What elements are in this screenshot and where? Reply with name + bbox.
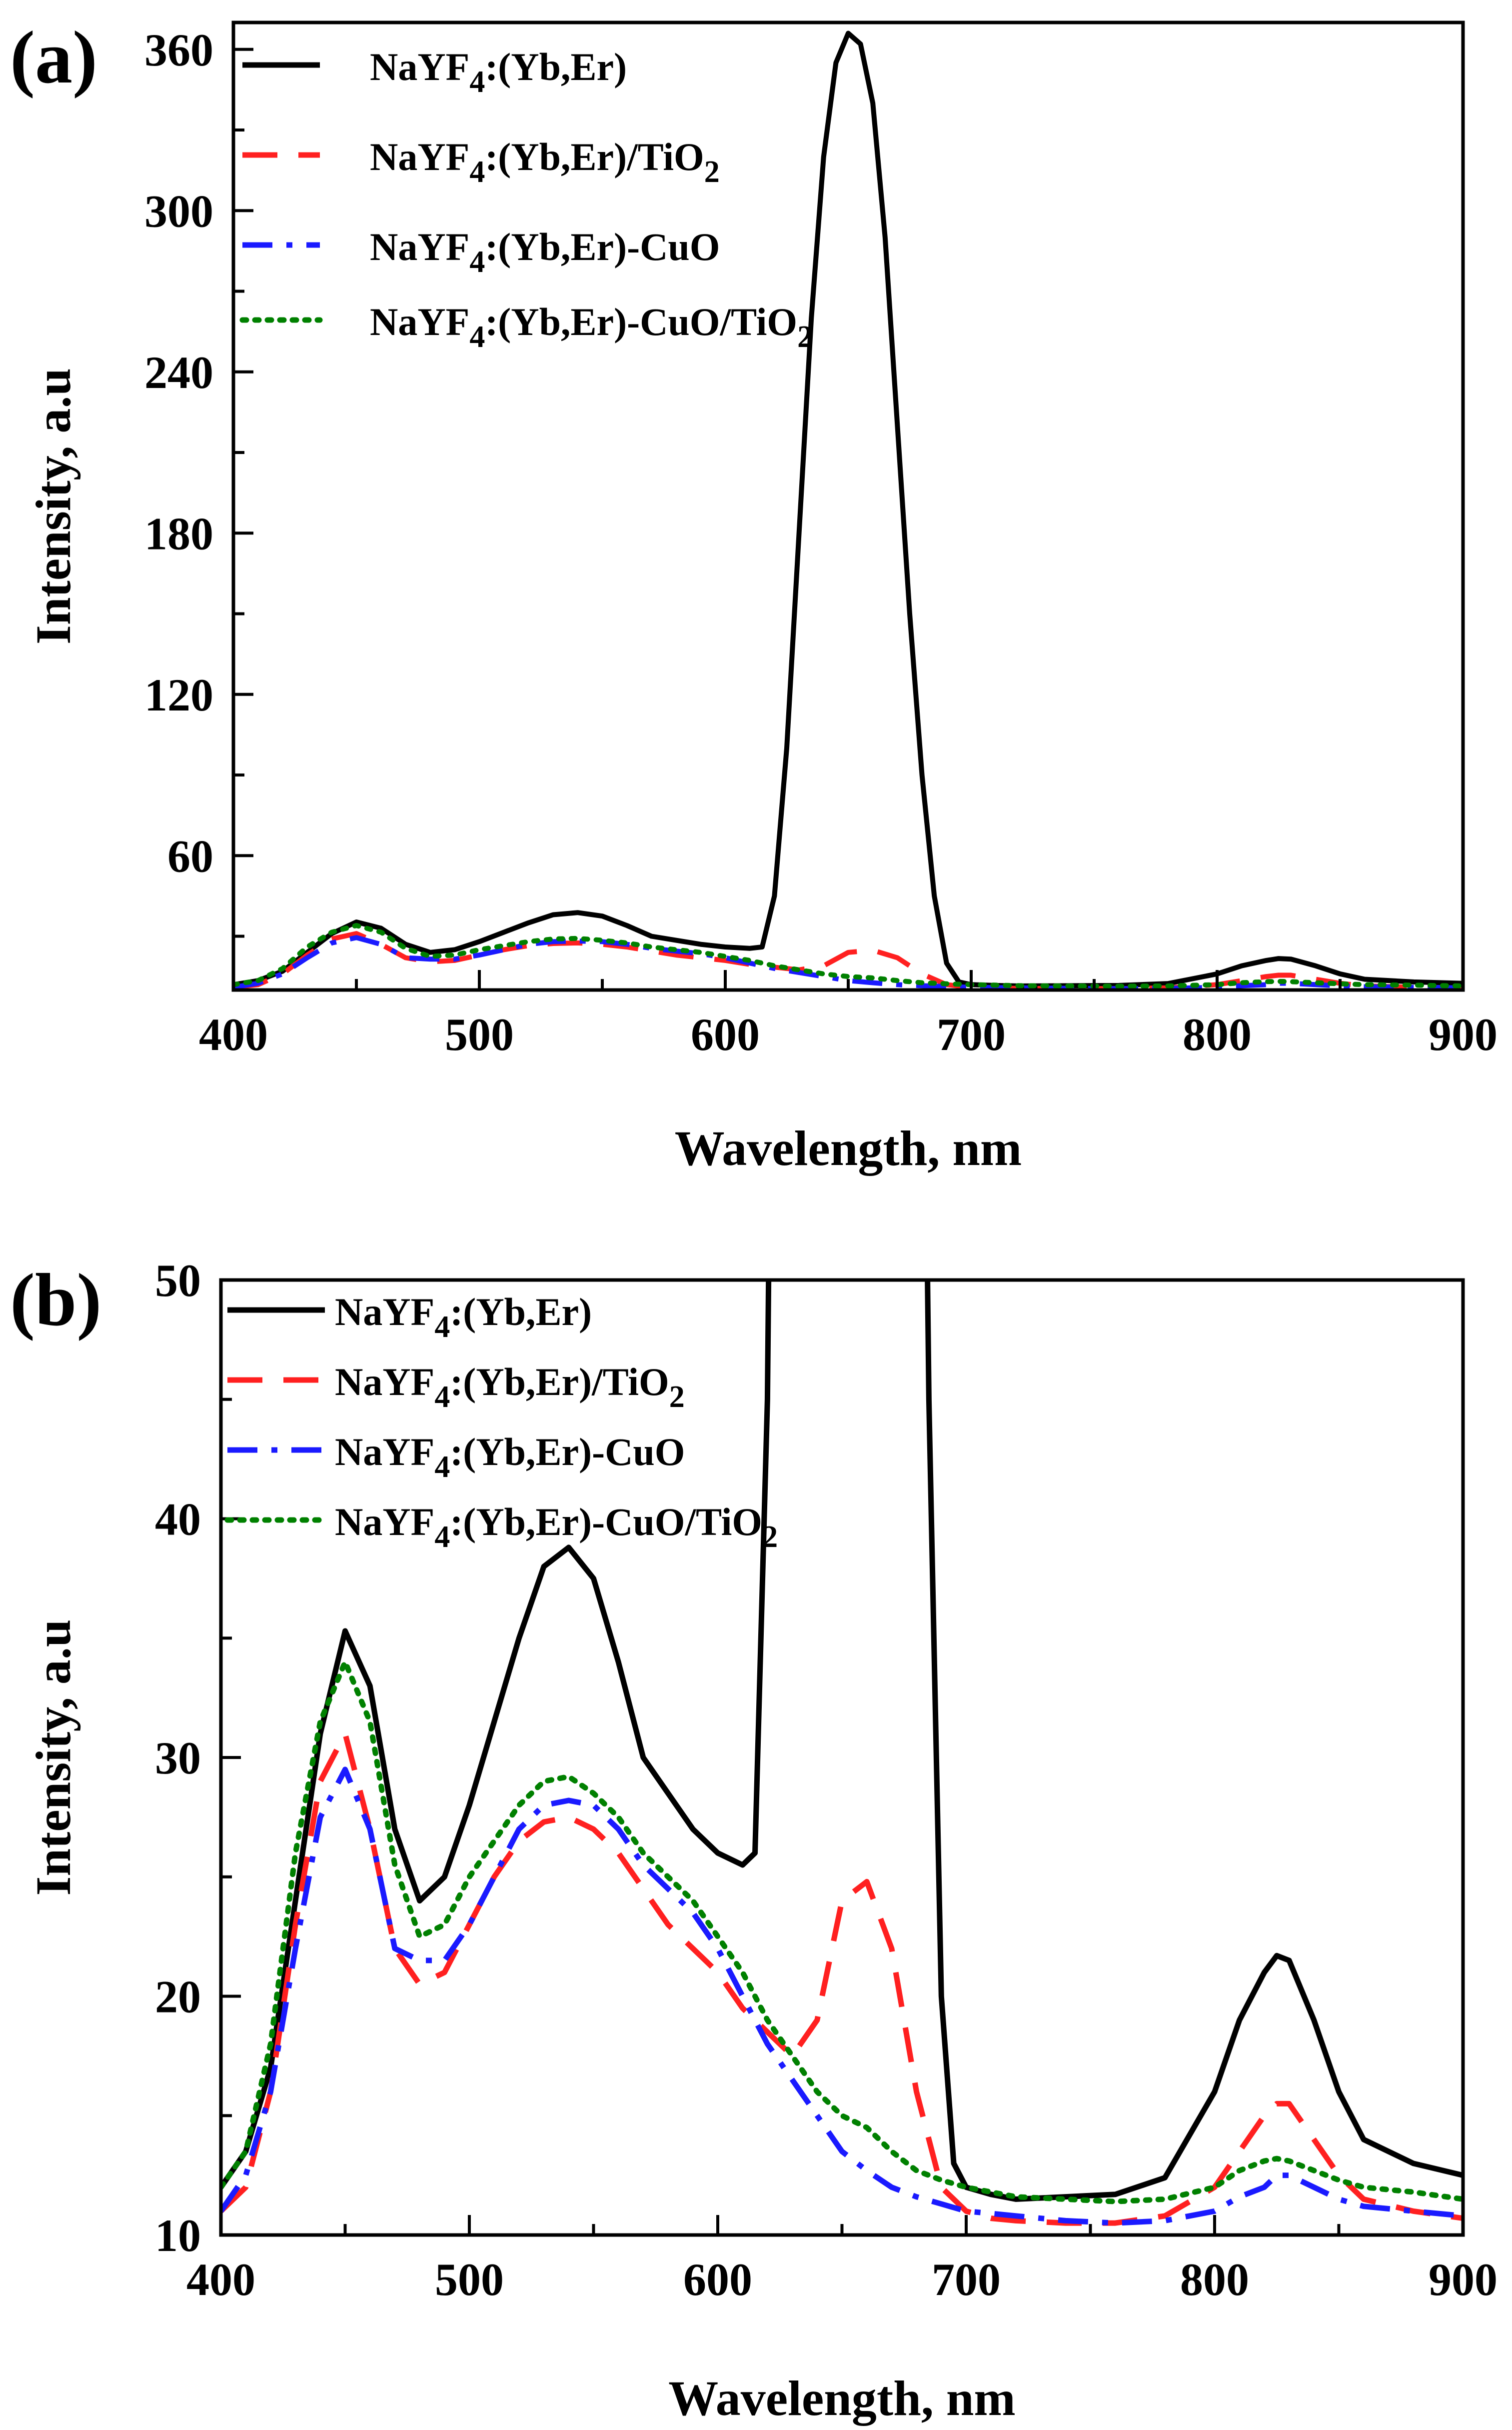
x-axis-label: Wavelength, nm — [668, 2370, 1015, 2426]
x-tick-label: 900 — [1429, 2254, 1498, 2305]
series-line-1 — [221, 1280, 1463, 2202]
x-tick-label: 500 — [435, 2254, 504, 2305]
x-tick-label: 600 — [691, 1009, 760, 1060]
series-line-3 — [221, 1766, 1463, 2226]
y-axis-label: Intensity, a.u — [25, 1620, 81, 1896]
y-tick-label: 30 — [155, 1732, 201, 1784]
series-line-4 — [233, 923, 1463, 989]
x-tick-label: 700 — [932, 2254, 1001, 2305]
x-tick-label: 800 — [1180, 2254, 1249, 2305]
x-tick-label: 900 — [1429, 1009, 1498, 1060]
panel-a: (a) 400 500 600 700 800 900 60 120 180 240 300 360 Wa… — [10, 16, 1498, 1176]
x-tick-label: 700 — [937, 1009, 1006, 1060]
panel-label: (b) — [10, 1258, 101, 1342]
y-tick-label: 120 — [144, 670, 213, 720]
x-tick-label: 400 — [199, 1009, 268, 1060]
series-line-2 — [221, 1730, 1463, 2226]
y-tick-label: 50 — [155, 1255, 201, 1306]
x-tick-label: 800 — [1183, 1009, 1252, 1060]
legend-label-1: NaYF4:(Yb,Er) — [335, 1290, 592, 1344]
y-axis-label: Intensity, a.u — [25, 368, 81, 644]
legend-label-1: NaYF4:(Yb,Er) — [370, 45, 627, 99]
y-tick-label: 10 — [155, 2210, 201, 2261]
series-line-4 — [221, 1659, 1463, 2204]
y-tick-label: 300 — [144, 186, 213, 236]
panel-label: (a) — [10, 16, 97, 99]
series-line-3 — [233, 935, 1463, 990]
legend-label-2: NaYF4:(Yb,Er)/TiO2 — [335, 1360, 685, 1414]
y-tick-label: 40 — [155, 1494, 201, 1545]
y-tick-label: 240 — [144, 347, 213, 398]
legend-label-4: NaYF4:(Yb,Er)-CuO/TiO2 — [335, 1500, 778, 1554]
x-tick-label: 500 — [445, 1009, 514, 1060]
plot-frame — [219, 1278, 1465, 2237]
panel-b: (b) 400 500 600 700 800 900 10 20 30 40 50 Wavelengt… — [10, 1255, 1498, 2426]
legend-label-4: NaYF4:(Yb,Er)-CuO/TiO2 — [370, 300, 813, 354]
y-tick-label: 180 — [144, 508, 213, 559]
legend-label-3: NaYF4:(Yb,Er)-CuO — [335, 1430, 685, 1484]
y-tick-label: 360 — [144, 24, 213, 76]
y-tick-label: 20 — [155, 1972, 201, 2022]
x-axis-label: Wavelength, nm — [675, 1120, 1022, 1176]
legend-label-2: NaYF4:(Yb,Er)/TiO2 — [370, 135, 720, 189]
x-tick-label: 600 — [683, 2254, 752, 2305]
x-tick-label: 400 — [186, 2254, 255, 2305]
y-tick-label: 60 — [167, 830, 213, 882]
legend-label-3: NaYF4:(Yb,Er)-CuO — [370, 225, 720, 279]
